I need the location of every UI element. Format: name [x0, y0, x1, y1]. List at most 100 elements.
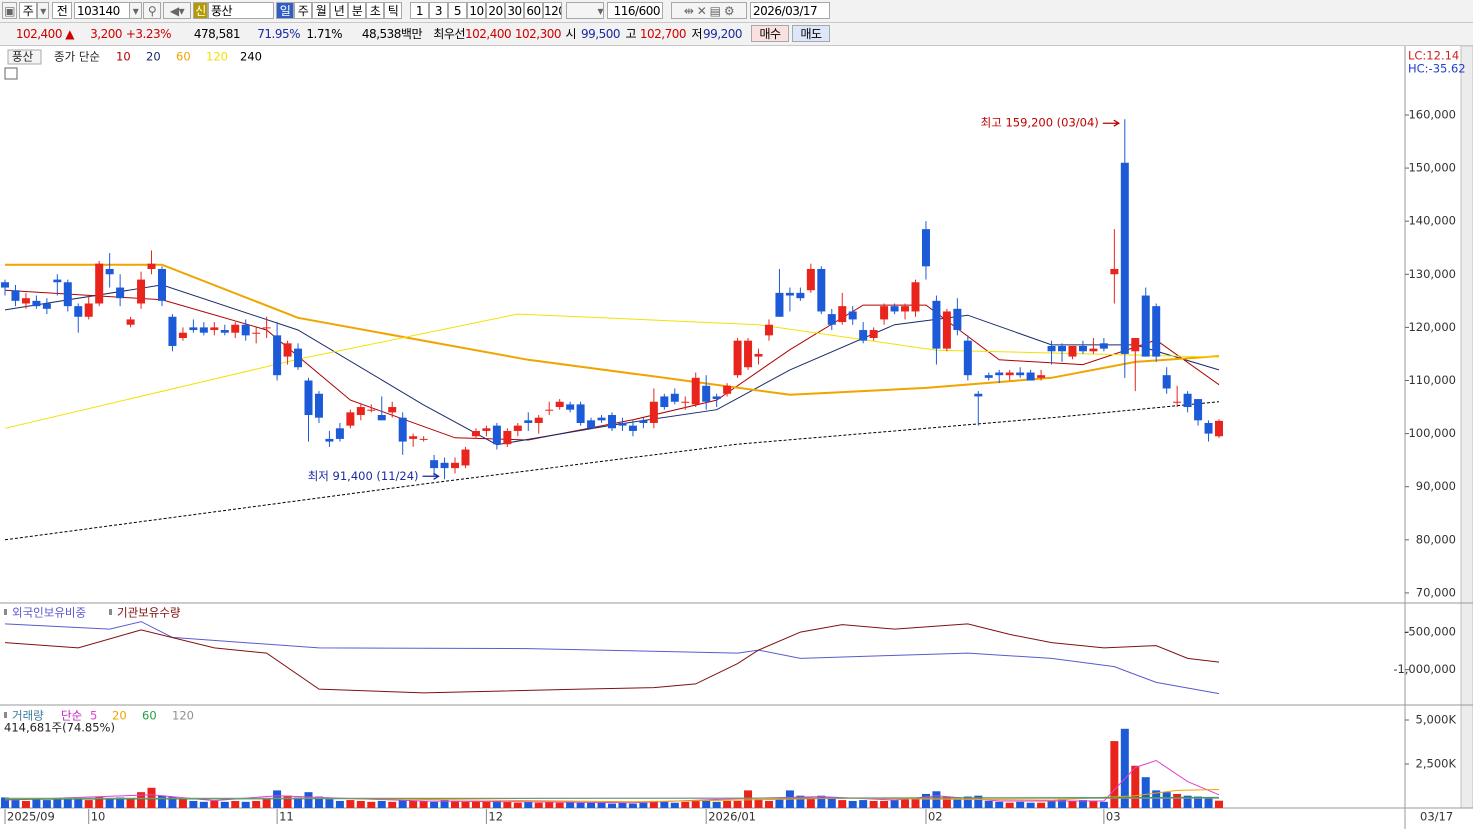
volume-bar: [775, 799, 784, 808]
period-button[interactable]: 주: [294, 2, 312, 19]
volume-bar: [1204, 797, 1213, 808]
volume-bar: [608, 803, 616, 808]
volume-bar: [1141, 777, 1150, 808]
volume-bar: [1016, 801, 1025, 808]
volume-bar: [1194, 796, 1203, 808]
period-button[interactable]: 틱: [384, 2, 402, 19]
candle-body: [1194, 399, 1203, 421]
menu-icon[interactable]: ▣: [2, 2, 17, 19]
period-button[interactable]: 초: [366, 2, 384, 19]
candle-body: [1162, 375, 1171, 389]
legend-entry: 240: [240, 50, 262, 64]
period-button[interactable]: 일: [276, 2, 294, 19]
candle-body: [681, 401, 690, 403]
date-input[interactable]: 2026/03/17: [750, 2, 830, 19]
candle-body: [1215, 420, 1223, 437]
candle-body: [84, 303, 93, 317]
candle-body: [262, 327, 271, 329]
candle-body: [430, 460, 439, 469]
code-input[interactable]: 103140: [74, 2, 130, 19]
tool-icons[interactable]: ⇹ ✕ ▤ ⚙: [671, 2, 747, 19]
low-label: 저: [691, 27, 702, 41]
candle-body: [869, 330, 878, 339]
volume: 478,581: [193, 27, 241, 41]
lc-label: LC:12.14: [1408, 49, 1459, 63]
interval-button[interactable]: 1: [410, 2, 429, 19]
period-button[interactable]: 년: [330, 2, 348, 19]
volume-bar: [545, 801, 554, 808]
candle-body: [911, 282, 920, 312]
rate: +3.23%: [125, 27, 172, 41]
interval-button[interactable]: 120: [543, 2, 562, 19]
candle-body: [461, 449, 470, 466]
high: 102,700: [639, 27, 687, 41]
volume-bar: [126, 799, 135, 808]
volume-bar: [356, 800, 365, 808]
volume-bar: [283, 795, 292, 808]
volume-bar: [377, 800, 386, 808]
low: 99,200: [703, 27, 743, 41]
name-input[interactable]: 풍산: [208, 2, 274, 19]
volume-bar: [398, 800, 407, 808]
buy-button[interactable]: 매수: [751, 25, 789, 42]
volume-bar: [74, 799, 83, 808]
candle-body: [587, 420, 596, 429]
interval-button[interactable]: 30: [505, 2, 524, 19]
x-tick-label: 2026/01: [708, 810, 756, 824]
turnover: 1.71%: [306, 27, 342, 41]
dropdown[interactable]: ▾: [566, 2, 604, 19]
volume-bar: [409, 800, 418, 808]
volume-bar: [346, 800, 355, 808]
search[interactable]: ⚲: [143, 2, 161, 19]
candle-body: [744, 340, 753, 368]
volume-bar: [304, 792, 313, 808]
volume-bar: [576, 802, 585, 808]
market[interactable]: 주: [19, 2, 37, 19]
open: 99,500: [581, 27, 621, 41]
volume-bar: [587, 802, 596, 808]
volume-bar: [210, 800, 219, 808]
volume-bar: [168, 796, 177, 808]
moving-average: [4, 313, 1220, 429]
sell-button[interactable]: 매도: [792, 25, 830, 42]
interval-button[interactable]: 3: [429, 2, 448, 19]
volume-bar: [1068, 800, 1077, 808]
candle-body: [649, 401, 658, 423]
candle-body: [838, 306, 847, 323]
candle-body: [137, 279, 146, 304]
interval-button[interactable]: 60: [524, 2, 543, 19]
candle-body: [880, 306, 889, 320]
volume-bar: [388, 801, 397, 808]
y-tick-label: 80,000: [1416, 532, 1456, 546]
candle-body: [220, 330, 229, 333]
volume-bar: [1005, 802, 1014, 808]
series-line: [4, 623, 1220, 694]
candle-body: [168, 316, 177, 346]
prev[interactable]: 전: [52, 2, 72, 19]
legend-label: 단순: [61, 709, 82, 723]
volume-bar: [262, 799, 271, 808]
volume-bar: [105, 798, 114, 808]
sound[interactable]: ◀▾: [163, 2, 191, 19]
interval-button[interactable]: 5: [448, 2, 467, 19]
period-button[interactable]: 월: [312, 2, 330, 19]
candle-body: [21, 298, 30, 304]
volume-bar: [1152, 790, 1161, 808]
period-button[interactable]: 분: [348, 2, 366, 19]
interval-button[interactable]: 10: [467, 2, 486, 19]
volume-bar: [1183, 795, 1192, 808]
interval-button[interactable]: 20: [486, 2, 505, 19]
legend-entry: 외국인보유비중: [12, 606, 86, 620]
toolbar: ▣ 주 ▾ 전 103140 ▾ ⚲ ◀▾ 신 풍산 ▾ 116/600 ⇹ ✕…: [0, 0, 1473, 23]
candle-body: [314, 393, 323, 418]
candle-body: [74, 306, 83, 317]
dropdown[interactable]: ▾: [37, 2, 49, 19]
y-tick-label: 130,000: [1408, 267, 1456, 281]
volume-bar: [199, 801, 208, 808]
volume-bar: [817, 795, 826, 808]
dropdown[interactable]: ▾: [129, 2, 142, 19]
volume-bar: [995, 801, 1004, 808]
volume-bar: [419, 800, 428, 808]
volume-bar: [482, 801, 491, 808]
candle-body: [377, 415, 386, 421]
